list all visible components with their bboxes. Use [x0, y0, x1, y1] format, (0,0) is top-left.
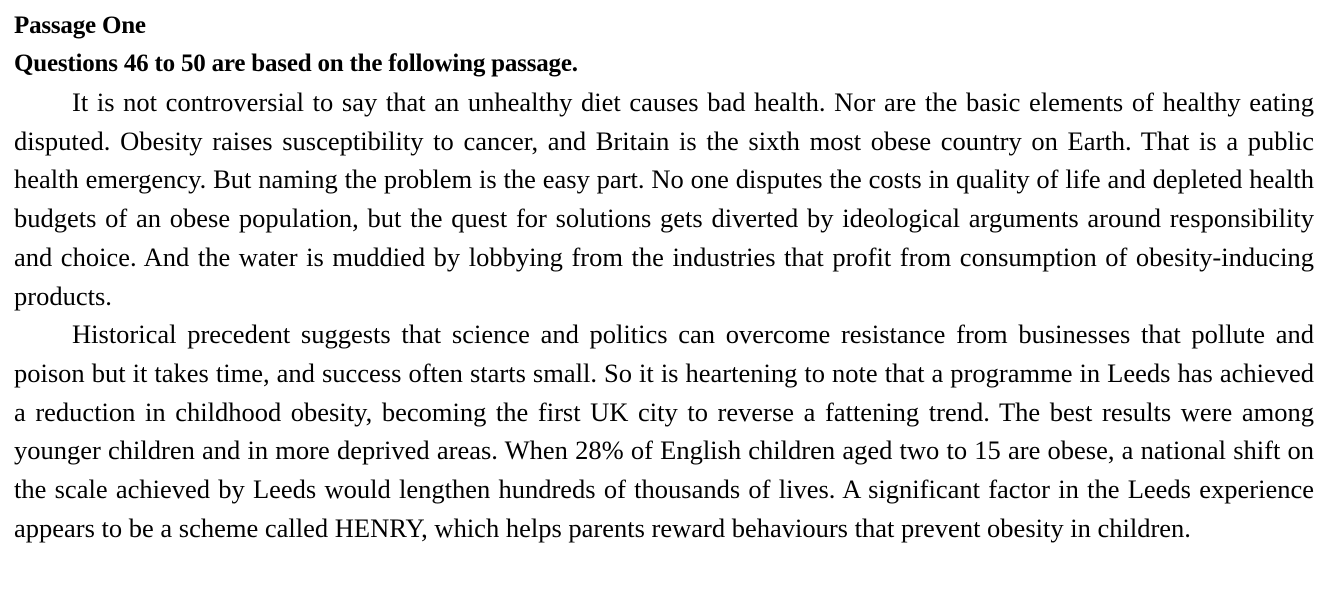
passage-paragraph-2: Historical precedent suggests that scien… — [14, 319, 1314, 543]
passage-instructions: Questions 46 to 50 are based on the foll… — [14, 50, 578, 77]
document-page: Passage One Questions 46 to 50 are based… — [14, 0, 1314, 547]
passage-paragraph-1: It is not controversial to say that an u… — [14, 87, 1314, 311]
passage-title: Passage One — [14, 12, 146, 39]
